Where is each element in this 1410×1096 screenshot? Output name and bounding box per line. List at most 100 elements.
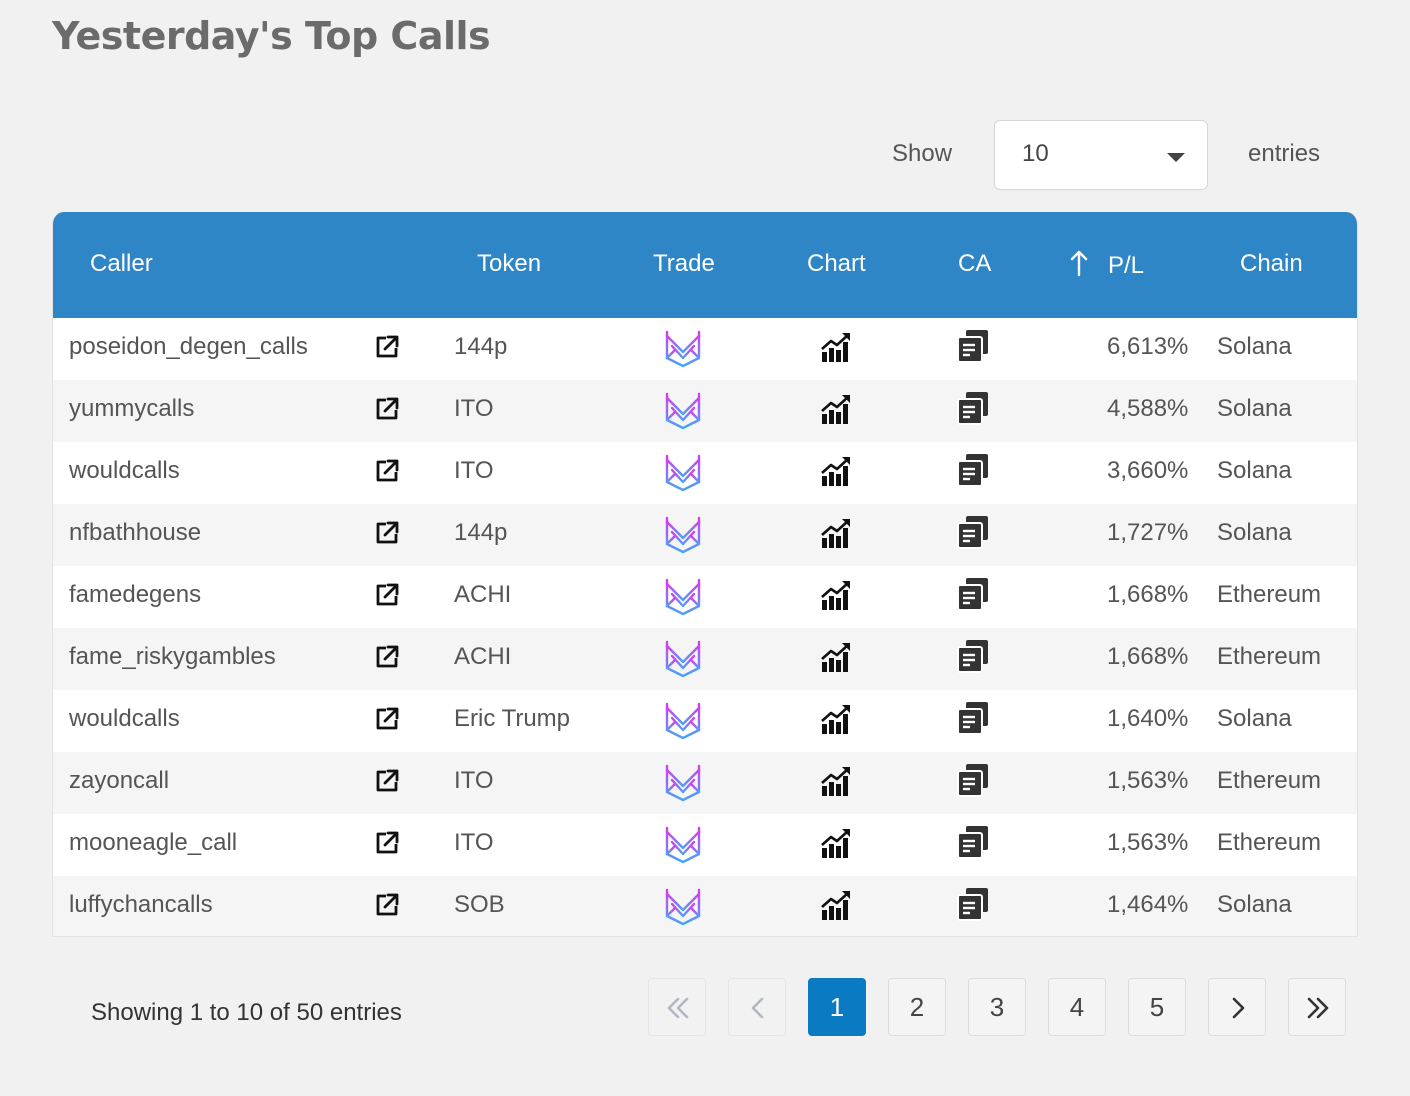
trade-logo-icon[interactable] — [663, 390, 703, 430]
chart-growth-icon[interactable] — [819, 888, 853, 922]
chart-growth-icon[interactable] — [819, 826, 853, 860]
table-row: fame_riskygambles ACHI 1,668% Ethereum — [53, 628, 1357, 690]
chain-name: Ethereum — [1217, 581, 1322, 608]
table-row: mooneagle_call ITO 1,563% Ethereum — [53, 814, 1357, 876]
header-chain[interactable]: Chain — [1240, 250, 1303, 277]
page-button-1[interactable]: 1 — [808, 978, 866, 1036]
entries-per-page-value: 10 — [1022, 140, 1049, 167]
chain-name: Solana — [1217, 395, 1292, 422]
caller-name: wouldcalls — [69, 457, 180, 484]
table-row: poseidon_degen_calls 144p 6,613% Solana — [53, 318, 1357, 380]
caller-name: famedegens — [69, 581, 202, 608]
copy-icon[interactable] — [955, 638, 991, 674]
page-button-3[interactable]: 3 — [968, 978, 1026, 1036]
token-name: 144p — [454, 333, 508, 360]
chain-name: Ethereum — [1217, 829, 1322, 856]
chart-growth-icon[interactable] — [819, 702, 853, 736]
copy-icon[interactable] — [955, 328, 991, 364]
copy-icon[interactable] — [955, 452, 991, 488]
table-header: Caller Token Trade Chart CA P/L Chain — [53, 212, 1357, 318]
chart-growth-icon[interactable] — [819, 640, 853, 674]
external-link-icon[interactable] — [373, 767, 401, 795]
token-name: ACHI — [454, 643, 512, 670]
copy-icon[interactable] — [955, 824, 991, 860]
trade-logo-icon[interactable] — [663, 762, 703, 802]
profit-loss-value: 3,660% — [1107, 457, 1189, 484]
chain-name: Solana — [1217, 705, 1292, 732]
header-token[interactable]: Token — [477, 250, 542, 277]
copy-icon[interactable] — [955, 576, 991, 612]
chain-name: Ethereum — [1217, 643, 1322, 670]
chart-growth-icon[interactable] — [819, 454, 853, 488]
page-title: Yesterday's Top Calls — [52, 14, 491, 58]
page-button-4[interactable]: 4 — [1048, 978, 1106, 1036]
table-body: poseidon_degen_calls 144p 6,613% Solana yumm… — [53, 318, 1357, 936]
profit-loss-value: 1,563% — [1107, 767, 1189, 794]
external-link-icon[interactable] — [373, 829, 401, 857]
trade-logo-icon[interactable] — [663, 886, 703, 926]
entries-label: entries — [1248, 140, 1321, 167]
external-link-icon[interactable] — [373, 395, 401, 423]
header-caller[interactable]: Caller — [90, 250, 153, 277]
external-link-icon[interactable] — [373, 519, 401, 547]
external-link-icon[interactable] — [373, 891, 401, 919]
trade-logo-icon[interactable] — [663, 452, 703, 492]
previous-page-button[interactable] — [728, 978, 786, 1036]
copy-icon[interactable] — [955, 514, 991, 550]
table-row: wouldcalls Eric Trump 1,640% Solana — [53, 690, 1357, 752]
page-button-5[interactable]: 5 — [1128, 978, 1186, 1036]
copy-icon[interactable] — [955, 390, 991, 426]
caller-name: mooneagle_call — [69, 829, 238, 856]
external-link-icon[interactable] — [373, 333, 401, 361]
token-name: ITO — [454, 395, 494, 422]
next-page-button[interactable] — [1208, 978, 1266, 1036]
chart-growth-icon[interactable] — [819, 516, 853, 550]
caller-name: fame_riskygambles — [69, 643, 276, 670]
chain-name: Solana — [1217, 891, 1292, 918]
external-link-icon[interactable] — [373, 581, 401, 609]
trade-logo-icon[interactable] — [663, 700, 703, 740]
trade-logo-icon[interactable] — [663, 824, 703, 864]
chain-name: Solana — [1217, 519, 1292, 546]
trade-logo-icon[interactable] — [663, 638, 703, 678]
chain-name: Solana — [1217, 333, 1292, 360]
token-name: SOB — [454, 891, 505, 918]
profit-loss-value: 1,640% — [1107, 705, 1189, 732]
last-page-button[interactable] — [1288, 978, 1346, 1036]
table-row: famedegens ACHI 1,668% Ethereum — [53, 566, 1357, 628]
external-link-icon[interactable] — [373, 457, 401, 485]
external-link-icon[interactable] — [373, 705, 401, 733]
token-name: ACHI — [454, 581, 512, 608]
page-button-2[interactable]: 2 — [888, 978, 946, 1036]
header-ca[interactable]: CA — [958, 250, 992, 277]
profit-loss-value: 1,727% — [1107, 519, 1189, 546]
trade-logo-icon[interactable] — [663, 328, 703, 368]
table-row: wouldcalls ITO 3,660% Solana — [53, 442, 1357, 504]
chart-growth-icon[interactable] — [819, 392, 853, 426]
copy-icon[interactable] — [955, 700, 991, 736]
chart-growth-icon[interactable] — [819, 764, 853, 798]
entries-length-control: Show 10 entries — [0, 120, 1410, 192]
table-info: Showing 1 to 10 of 50 entries — [91, 999, 402, 1026]
profit-loss-value: 1,668% — [1107, 581, 1189, 608]
chart-growth-icon[interactable] — [819, 578, 853, 612]
profit-loss-value: 1,668% — [1107, 643, 1189, 670]
external-link-icon[interactable] — [373, 643, 401, 671]
profit-loss-value: 1,464% — [1107, 891, 1189, 918]
sort-ascending-arrow-icon[interactable] — [1067, 248, 1091, 278]
header-chart[interactable]: Chart — [807, 250, 866, 277]
previous-page-icon — [751, 997, 764, 1019]
copy-icon[interactable] — [955, 762, 991, 798]
trade-logo-icon[interactable] — [663, 576, 703, 616]
table-row: nfbathhouse 144p 1,727% Solana — [53, 504, 1357, 566]
chart-growth-icon[interactable] — [819, 330, 853, 364]
copy-icon[interactable] — [955, 886, 991, 922]
caller-name: luffychancalls — [69, 891, 213, 918]
header-pl[interactable]: P/L — [1108, 252, 1145, 279]
caller-name: wouldcalls — [69, 705, 180, 732]
header-trade[interactable]: Trade — [653, 250, 715, 277]
entries-per-page-select[interactable]: 10 — [994, 120, 1208, 190]
token-name: ITO — [454, 767, 494, 794]
first-page-button[interactable] — [648, 978, 706, 1036]
trade-logo-icon[interactable] — [663, 514, 703, 554]
